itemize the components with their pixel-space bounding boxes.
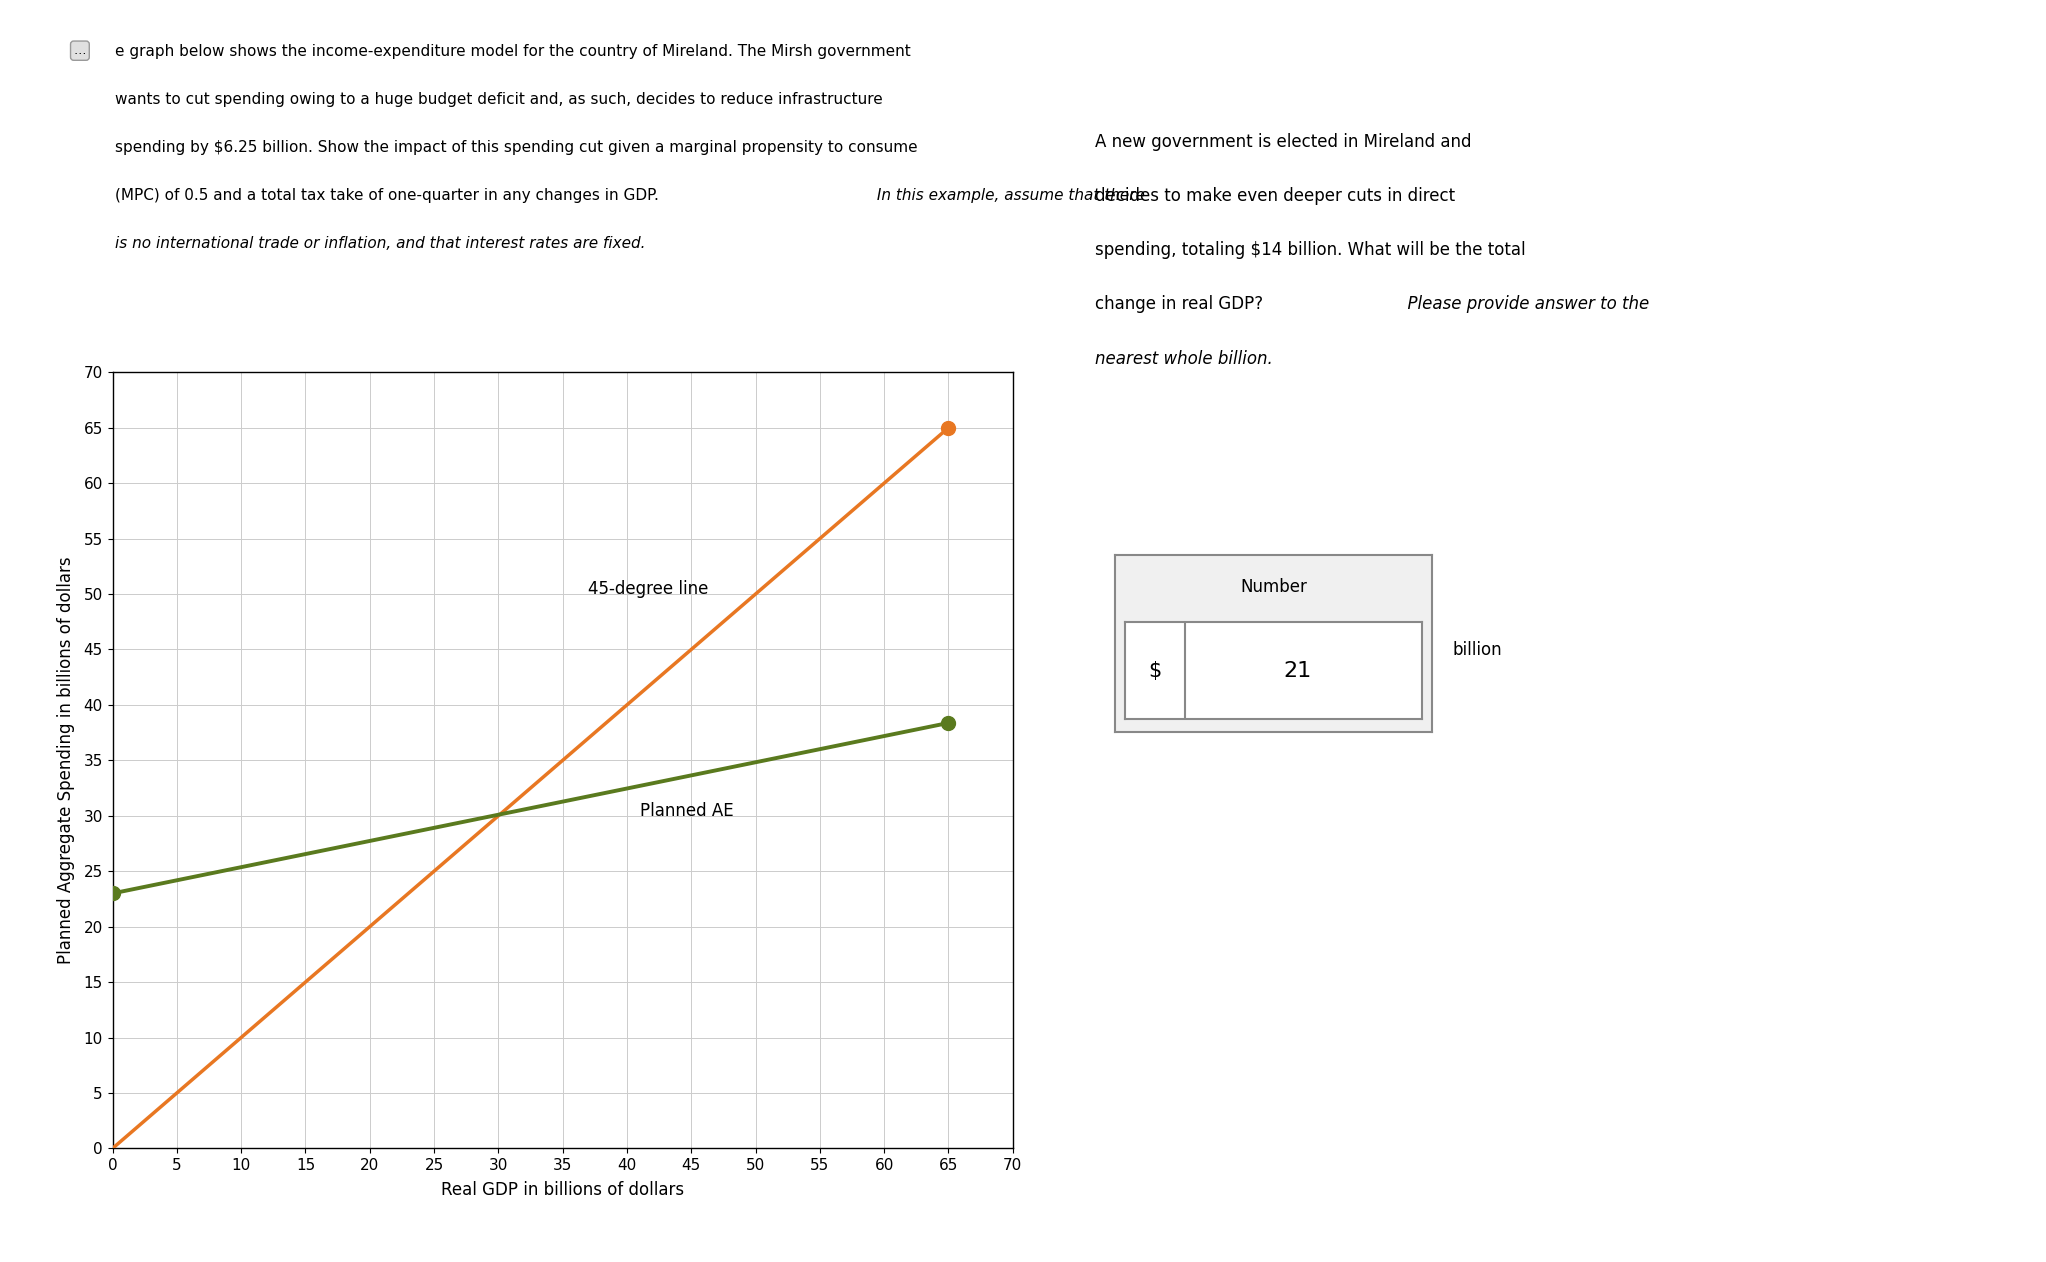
- Text: …: …: [74, 44, 86, 57]
- Y-axis label: Planned Aggregate Spending in billions of dollars: Planned Aggregate Spending in billions o…: [57, 557, 76, 964]
- Text: $: $: [1148, 661, 1162, 680]
- Text: A new government is elected in Mireland and: A new government is elected in Mireland …: [1095, 133, 1471, 150]
- X-axis label: Real GDP in billions of dollars: Real GDP in billions of dollars: [442, 1181, 683, 1199]
- Text: Please provide answer to the: Please provide answer to the: [1397, 295, 1649, 313]
- Text: 21: 21: [1283, 661, 1311, 680]
- Text: spending, totaling $14 billion. What will be the total: spending, totaling $14 billion. What wil…: [1095, 241, 1524, 259]
- Text: spending by $6.25 billion. Show the impact of this spending cut given a marginal: spending by $6.25 billion. Show the impa…: [115, 140, 917, 155]
- Text: 45-degree line: 45-degree line: [589, 581, 708, 598]
- Text: (MPC) of 0.5 and a total tax take of one-quarter in any changes in GDP.: (MPC) of 0.5 and a total tax take of one…: [115, 188, 659, 203]
- Text: billion: billion: [1453, 641, 1502, 659]
- Text: e graph below shows the income-expenditure model for the country of Mireland. Th: e graph below shows the income-expenditu…: [115, 44, 910, 59]
- Text: nearest whole billion.: nearest whole billion.: [1095, 350, 1273, 367]
- Text: decides to make even deeper cuts in direct: decides to make even deeper cuts in dire…: [1095, 187, 1455, 204]
- Text: Number: Number: [1240, 578, 1307, 596]
- Text: wants to cut spending owing to a huge budget deficit and, as such, decides to re: wants to cut spending owing to a huge bu…: [115, 92, 882, 107]
- Text: In this example, assume that there: In this example, assume that there: [872, 188, 1144, 203]
- Text: change in real GDP?: change in real GDP?: [1095, 295, 1262, 313]
- Text: Planned AE: Planned AE: [640, 801, 732, 820]
- Text: is no international trade or inflation, and that interest rates are fixed.: is no international trade or inflation, …: [115, 236, 644, 251]
